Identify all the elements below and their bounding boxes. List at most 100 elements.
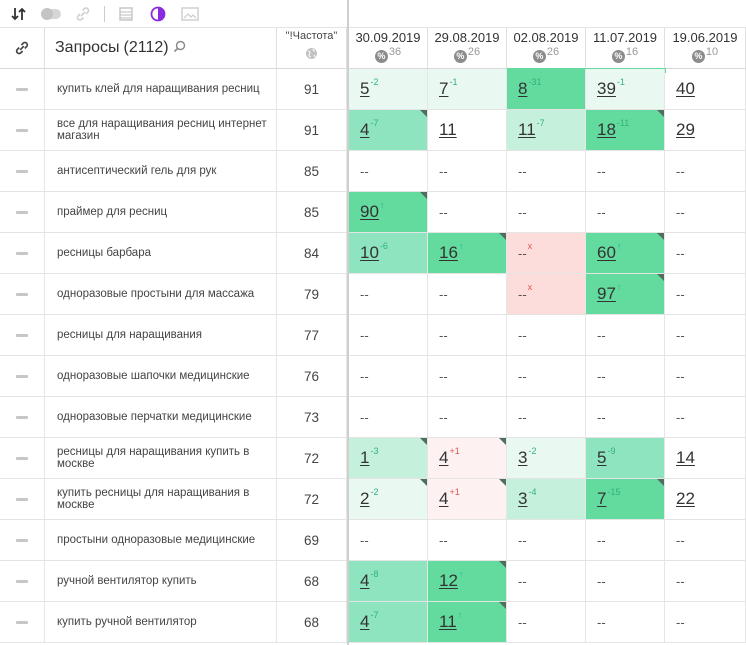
position-cell[interactable]: --: [665, 233, 746, 273]
position-value[interactable]: 4: [360, 571, 370, 590]
position-cell[interactable]: 4 -8: [349, 561, 428, 601]
position-cell[interactable]: -- x: [507, 233, 586, 273]
position-cell[interactable]: --: [349, 315, 428, 355]
row-dash-button[interactable]: [0, 69, 45, 109]
sort-icon[interactable]: [8, 4, 30, 24]
date-column-header[interactable]: 30.09.2019 % 36: [349, 28, 428, 68]
position-cell[interactable]: --: [507, 315, 586, 355]
position-cell[interactable]: --: [586, 602, 665, 642]
position-cell[interactable]: --: [349, 356, 428, 396]
position-value[interactable]: 97: [597, 284, 616, 303]
date-column-header[interactable]: 11.07.2019 % 16: [586, 28, 665, 68]
position-cell[interactable]: --: [349, 274, 428, 314]
position-cell[interactable]: --: [428, 151, 507, 191]
position-value[interactable]: 60: [597, 243, 616, 262]
position-cell[interactable]: 11 ↑: [428, 602, 507, 642]
row-dash-button[interactable]: [0, 520, 45, 560]
position-value[interactable]: 18: [597, 120, 616, 139]
query-text[interactable]: одноразовые шапочки медицинские: [45, 356, 277, 396]
row-dash-button[interactable]: [0, 356, 45, 396]
position-cell[interactable]: 4 +1: [428, 438, 507, 478]
row-dash-button[interactable]: [0, 315, 45, 355]
position-cell[interactable]: --: [507, 602, 586, 642]
position-value[interactable]: 29: [676, 120, 695, 139]
position-cell[interactable]: --: [507, 561, 586, 601]
position-value[interactable]: 11: [439, 612, 457, 631]
position-cell[interactable]: --: [665, 274, 746, 314]
contrast-icon[interactable]: [147, 4, 169, 24]
position-cell[interactable]: --: [428, 274, 507, 314]
position-value[interactable]: 5: [360, 79, 370, 98]
position-cell[interactable]: --: [586, 151, 665, 191]
position-value[interactable]: 2: [360, 489, 370, 508]
position-cell[interactable]: 14: [665, 438, 746, 478]
row-dash-button[interactable]: [0, 274, 45, 314]
position-cell[interactable]: 3 -2: [507, 438, 586, 478]
position-cell[interactable]: --: [428, 192, 507, 232]
position-cell[interactable]: --: [349, 520, 428, 560]
query-text[interactable]: ручной вентилятор купить: [45, 561, 277, 601]
position-value[interactable]: 3: [518, 489, 528, 508]
position-cell[interactable]: 39 -1: [586, 69, 665, 109]
query-text[interactable]: ресницы для наращивания: [45, 315, 277, 355]
search-icon[interactable]: [173, 40, 187, 54]
query-column-header[interactable]: Запросы (2112): [45, 28, 277, 68]
position-cell[interactable]: 60 ↑: [586, 233, 665, 273]
position-cell[interactable]: 18 -11: [586, 110, 665, 150]
position-cell[interactable]: --: [507, 356, 586, 396]
position-cell[interactable]: 4 +1: [428, 479, 507, 519]
position-cell[interactable]: 12 ↑: [428, 561, 507, 601]
position-cell[interactable]: --: [428, 315, 507, 355]
position-cell[interactable]: --: [665, 520, 746, 560]
position-cell[interactable]: 2 -2: [349, 479, 428, 519]
position-cell[interactable]: --: [665, 602, 746, 642]
position-cell[interactable]: 11 -7: [507, 110, 586, 150]
position-cell[interactable]: --: [349, 397, 428, 437]
position-cell[interactable]: --: [507, 397, 586, 437]
position-cell[interactable]: --: [586, 561, 665, 601]
toggle-icon[interactable]: [40, 4, 62, 24]
position-value[interactable]: 40: [676, 79, 695, 98]
query-text[interactable]: праймер для ресниц: [45, 192, 277, 232]
position-cell[interactable]: --: [586, 520, 665, 560]
position-cell[interactable]: --: [665, 192, 746, 232]
position-cell[interactable]: 3 -4: [507, 479, 586, 519]
position-value[interactable]: 16: [439, 243, 458, 262]
position-value[interactable]: 4: [360, 612, 370, 631]
date-column-header[interactable]: 19.06.2019 % 10: [665, 28, 746, 68]
query-text[interactable]: купить ресницы для наращивания в москве: [45, 479, 277, 519]
position-value[interactable]: 1: [360, 448, 370, 467]
position-value[interactable]: 5: [597, 448, 607, 467]
position-cell[interactable]: 40: [665, 69, 746, 109]
position-cell[interactable]: 16 ↑: [428, 233, 507, 273]
link-column-header[interactable]: [0, 28, 45, 68]
position-cell[interactable]: --: [507, 192, 586, 232]
position-cell[interactable]: --: [428, 397, 507, 437]
position-cell[interactable]: --: [428, 520, 507, 560]
position-cell[interactable]: -- x: [507, 274, 586, 314]
position-value[interactable]: 39: [597, 79, 616, 98]
frequency-column-header[interactable]: "!Частота": [277, 28, 347, 68]
position-cell[interactable]: 29: [665, 110, 746, 150]
row-dash-button[interactable]: [0, 479, 45, 519]
position-value[interactable]: 22: [676, 489, 695, 508]
position-value[interactable]: 3: [518, 448, 528, 467]
date-column-header[interactable]: 02.08.2019 % 26: [507, 28, 586, 68]
position-cell[interactable]: --: [665, 561, 746, 601]
position-value[interactable]: 7: [597, 489, 607, 508]
position-value[interactable]: 11: [439, 120, 457, 139]
query-text[interactable]: купить ручной вентилятор: [45, 602, 277, 642]
position-cell[interactable]: --: [665, 356, 746, 396]
position-cell[interactable]: --: [665, 151, 746, 191]
row-dash-button[interactable]: [0, 110, 45, 150]
position-cell[interactable]: --: [586, 397, 665, 437]
position-cell[interactable]: 97 ↑: [586, 274, 665, 314]
position-cell[interactable]: --: [428, 356, 507, 396]
query-text[interactable]: все для наращивания ресниц интернет мага…: [45, 110, 277, 150]
position-value[interactable]: 10: [360, 243, 379, 262]
position-cell[interactable]: 8 -31: [507, 69, 586, 109]
position-value[interactable]: 4: [439, 448, 449, 467]
row-dash-button[interactable]: [0, 602, 45, 642]
row-dash-button[interactable]: [0, 151, 45, 191]
date-column-header[interactable]: 29.08.2019 % 26: [428, 28, 507, 68]
